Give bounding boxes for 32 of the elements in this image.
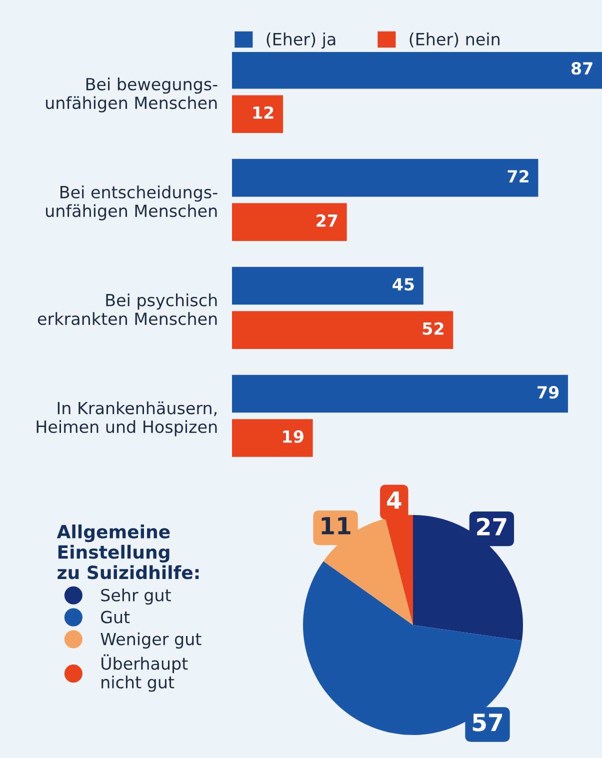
legend-title: Allgemeine Einstellung zu Suizidhilfe:	[56, 524, 199, 580]
bar	[232, 158, 538, 197]
pie-slice	[413, 515, 523, 641]
bar	[232, 95, 284, 133]
legend-label: (Eher) nein	[410, 32, 500, 48]
data-label: 87	[571, 62, 592, 75]
data-label: 45	[392, 278, 414, 291]
data-label: 79	[538, 386, 559, 399]
y-tick-label: In Krankenhäusern, Heimen und Hospizen	[36, 401, 217, 436]
data-label: 72	[508, 170, 528, 182]
bar	[232, 419, 313, 457]
y-tick-label: Bei entscheidungs- unfähigen Menschen	[46, 186, 218, 220]
legend-label: (Eher) ja	[266, 32, 336, 49]
bar	[232, 311, 454, 349]
data-label: 52	[422, 322, 444, 335]
data-label: 4	[386, 491, 402, 509]
data-label: 27	[316, 214, 338, 227]
legend-label: Überhaupt nicht gut	[102, 654, 188, 692]
legend-label: Sehr gut	[101, 588, 171, 605]
bar	[232, 52, 602, 89]
bar	[232, 203, 347, 241]
y-tick-label: Bei psychisch erkrankten Menschen	[38, 294, 217, 326]
bar	[232, 374, 568, 413]
legend-label: Gut	[101, 610, 130, 624]
data-label: 12	[253, 106, 274, 119]
data-label: 19	[283, 430, 304, 443]
y-tick-label: Bei bewegungs- unfähigen Menschen	[46, 78, 218, 112]
legend-label: Weniger gut	[100, 632, 202, 649]
data-label: 27	[477, 518, 506, 536]
data-label: 57	[472, 714, 502, 732]
bar	[232, 266, 424, 305]
data-label: 11	[322, 517, 350, 534]
